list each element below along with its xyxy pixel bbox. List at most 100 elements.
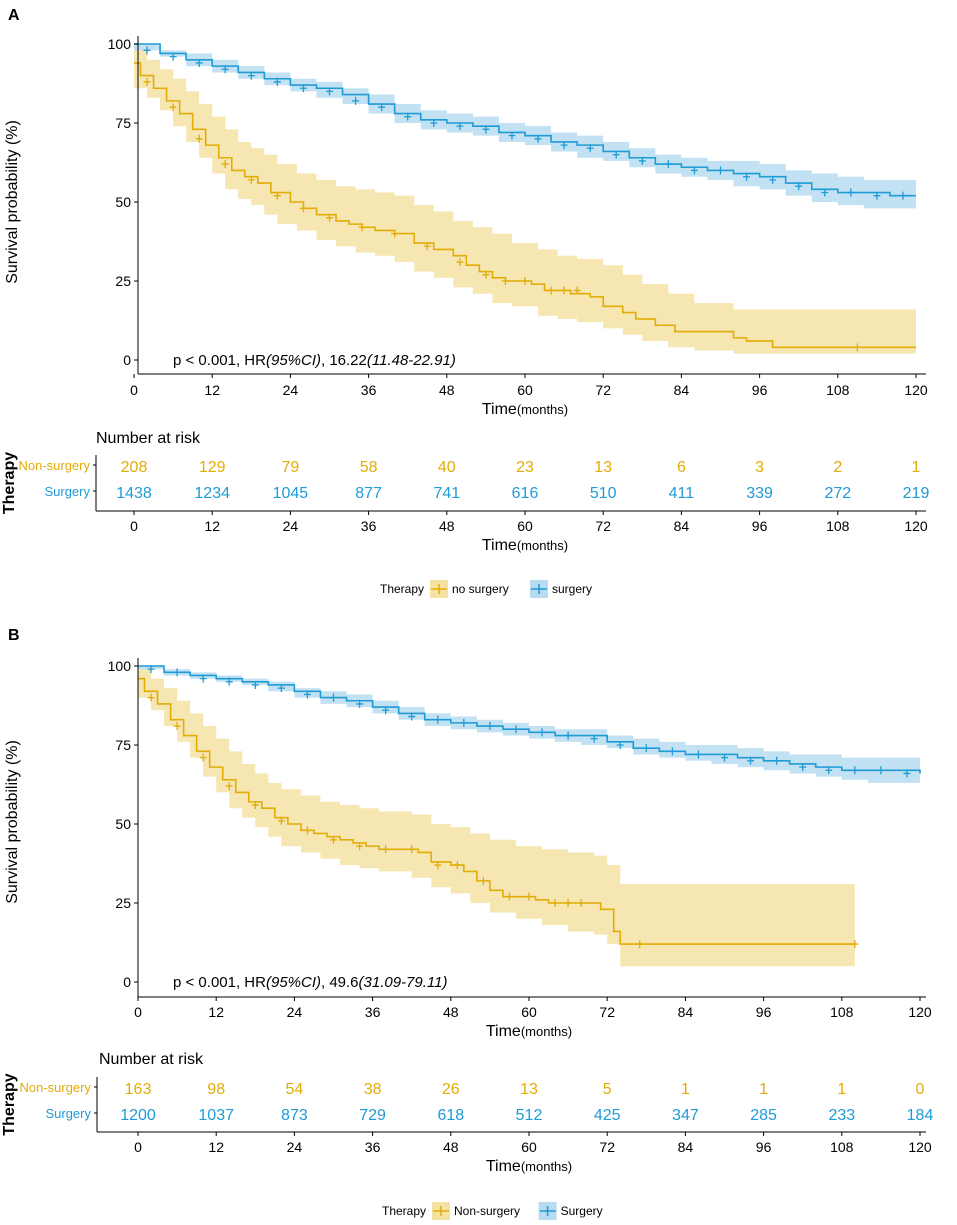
risk-count-nonsurgery: 2: [833, 459, 842, 476]
risk-x-tick-label: 48: [439, 518, 455, 534]
risk-count-nonsurgery: 1: [681, 1081, 690, 1098]
censor-mark-surgery: [169, 52, 177, 61]
x-axis-label-unit: (months): [517, 402, 568, 417]
censor-mark-surgery: [404, 112, 412, 121]
x-tick-label: 36: [361, 382, 377, 398]
risk-x-axis-label-text: Time: [486, 1158, 521, 1175]
x-axis-label-unit: (months): [521, 1024, 572, 1039]
risk-count-nonsurgery: 3: [755, 459, 764, 476]
y-tick-label: 75: [115, 115, 131, 131]
risk-x-axis-label-unit: (months): [517, 538, 568, 553]
risk-x-tick-label: 0: [134, 1139, 142, 1155]
risk-x-tick-label: 120: [908, 1139, 932, 1155]
risk-count-surgery: 729: [359, 1107, 386, 1124]
ci-band-nonsurgery: [138, 669, 855, 967]
censor-mark-nonsurgery: [330, 835, 337, 844]
survival-curve-surgery: [138, 665, 921, 774]
censor-mark-nonsurgery: [456, 258, 464, 267]
censor-mark-nonsurgery: [560, 286, 568, 295]
hr-value: , 49.6: [321, 974, 359, 991]
risk-row-label-surgery: Surgery: [45, 1106, 91, 1121]
legend-symbol-nonsurgery: [433, 1206, 449, 1216]
censor-mark-surgery: [408, 712, 416, 721]
y-tick-label: 25: [115, 273, 131, 289]
risk-count-surgery: 1200: [120, 1107, 156, 1124]
censor-mark-nonsurgery: [851, 940, 859, 949]
censor-mark-surgery: [903, 769, 911, 778]
y-tick-label: 100: [108, 658, 132, 674]
y-axis-label: Survival probability (%): [4, 740, 21, 904]
survival-curve-surgery: [134, 43, 916, 197]
x-tick-label: 12: [204, 382, 220, 398]
censor-mark-surgery: [590, 734, 598, 743]
x-axis-label: Time(months): [482, 401, 568, 418]
censor-mark-surgery: [460, 718, 468, 727]
risk-count-surgery: 873: [281, 1107, 308, 1124]
risk-count-nonsurgery: 0: [916, 1081, 925, 1098]
risk-count-surgery: 1045: [273, 485, 309, 502]
risk-count-surgery: 1438: [116, 485, 152, 502]
censor-mark-nonsurgery: [299, 204, 307, 213]
censor-mark-nonsurgery: [356, 842, 364, 851]
risk-x-tick-label: 84: [674, 518, 690, 534]
censor-mark-nonsurgery: [326, 213, 333, 222]
risk-count-surgery: 219: [903, 485, 930, 502]
risk-count-surgery: 510: [590, 485, 617, 502]
risk-count-nonsurgery: 5: [603, 1081, 612, 1098]
censor-mark-surgery: [173, 668, 181, 677]
censor-mark-nonsurgery: [225, 782, 233, 791]
censor-mark-nonsurgery: [551, 899, 559, 907]
censor-mark-surgery: [825, 766, 833, 775]
censor-mark-nonsurgery: [199, 753, 207, 762]
risk-count-nonsurgery: 79: [282, 459, 300, 476]
censor-mark-nonsurgery: [143, 77, 151, 86]
censor-mark-surgery: [303, 690, 311, 699]
censor-mark-nonsurgery: [434, 861, 442, 870]
censor-mark-nonsurgery: [525, 892, 533, 901]
censor-mark-nonsurgery: [147, 693, 155, 702]
censor-mark-nonsurgery: [636, 940, 644, 949]
censor-mark-surgery: [434, 715, 442, 724]
risk-table-title: Number at risk: [96, 430, 201, 447]
y-tick-label: 100: [108, 36, 132, 52]
legend-label-nonsurgery: no surgery: [452, 582, 509, 596]
censor-mark-nonsurgery: [479, 876, 487, 885]
x-tick-label: 48: [439, 382, 455, 398]
risk-table: Number at risk Therapy Non-surgery 163 98 54 3…: [1, 1051, 933, 1175]
legend: Therapy no surgery surgery: [380, 580, 592, 598]
risk-x-axis-label-text: Time: [482, 537, 517, 554]
censor-mark-surgery: [769, 175, 777, 184]
censor-mark-nonsurgery: [391, 229, 399, 238]
risk-count-nonsurgery: 98: [207, 1081, 225, 1098]
censor-mark-surgery: [273, 77, 281, 86]
risk-count-nonsurgery: 1: [837, 1081, 846, 1098]
risk-count-nonsurgery: 13: [594, 459, 612, 476]
risk-count-nonsurgery: 23: [516, 459, 534, 476]
risk-x-tick-label: 36: [365, 1139, 381, 1155]
risk-x-tick-label: 96: [752, 518, 768, 534]
x-tick-label: 96: [752, 382, 768, 398]
censor-mark-surgery: [586, 144, 594, 153]
x-axis-label-text: Time: [486, 1023, 521, 1040]
risk-row-label-nonsurgery: Non-surgery: [19, 1080, 91, 1095]
panel-label: A: [8, 7, 20, 24]
x-tick-label: 108: [826, 382, 850, 398]
x-tick-label: 84: [674, 382, 690, 398]
legend-symbol-surgery: [539, 1206, 556, 1216]
censor-mark-surgery: [330, 693, 337, 702]
x-tick-label: 60: [517, 382, 533, 398]
censor-mark-nonsurgery: [423, 242, 431, 251]
hr-prefix: p < 0.001, HR: [173, 352, 266, 369]
censor-mark-nonsurgery: [453, 861, 461, 870]
risk-count-nonsurgery: 26: [442, 1081, 460, 1098]
censor-mark-surgery: [877, 766, 885, 775]
censor-mark-surgery: [299, 84, 307, 93]
risk-count-surgery: 347: [672, 1107, 699, 1124]
risk-table-row-title: Therapy: [1, 1073, 18, 1135]
risk-table-row-title: Therapy: [1, 452, 18, 514]
x-tick-label: 48: [443, 1004, 459, 1020]
censor-mark-surgery: [668, 747, 676, 756]
censor-mark-surgery: [873, 191, 881, 200]
hr-prefix: p < 0.001, HR: [173, 974, 266, 991]
x-tick-label: 24: [287, 1004, 303, 1020]
